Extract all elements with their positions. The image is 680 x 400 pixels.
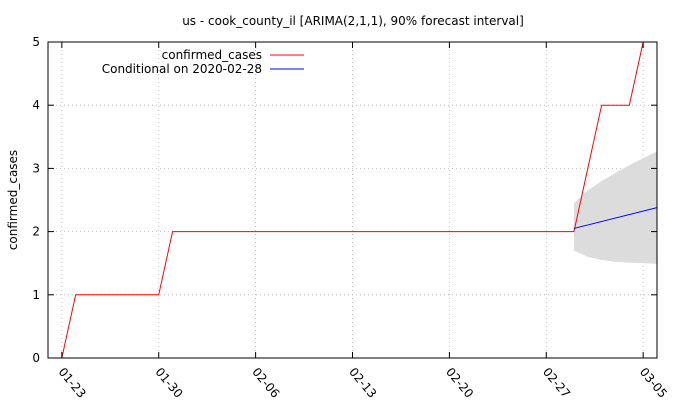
x-tick-label: 01-23 (56, 365, 89, 400)
legend-label: Conditional on 2020-02-28 (102, 62, 262, 76)
chart-title: us - cook_county_il [ARIMA(2,1,1), 90% f… (182, 14, 524, 28)
series-line-conditional-forecast (573, 207, 657, 229)
x-tick-label: 01-30 (152, 365, 185, 400)
x-tick-label: 02-13 (346, 365, 379, 400)
forecast-interval-band (573, 151, 657, 264)
y-axis-label: confirmed_cases (6, 150, 20, 250)
x-tick-label: 02-27 (540, 365, 573, 400)
series-line-confirmed-cases (61, 42, 644, 358)
y-tick-label: 5 (32, 35, 40, 49)
series-group (61, 42, 657, 358)
y-tick-label: 3 (32, 161, 40, 175)
forecast-interval (573, 151, 657, 264)
grid (48, 42, 657, 358)
x-tick-label: 03-05 (637, 365, 670, 400)
x-tick-label: 02-06 (249, 365, 282, 400)
y-tick-label: 1 (32, 288, 40, 302)
legend-label: confirmed_cases (162, 48, 262, 62)
y-tick-label: 2 (32, 225, 40, 239)
y-tick-label: 0 (32, 351, 40, 365)
y-tick-label: 4 (32, 98, 40, 112)
y-ticks: 0 1 2 3 4 5 (32, 35, 657, 365)
x-tick-label: 02-20 (443, 365, 476, 400)
